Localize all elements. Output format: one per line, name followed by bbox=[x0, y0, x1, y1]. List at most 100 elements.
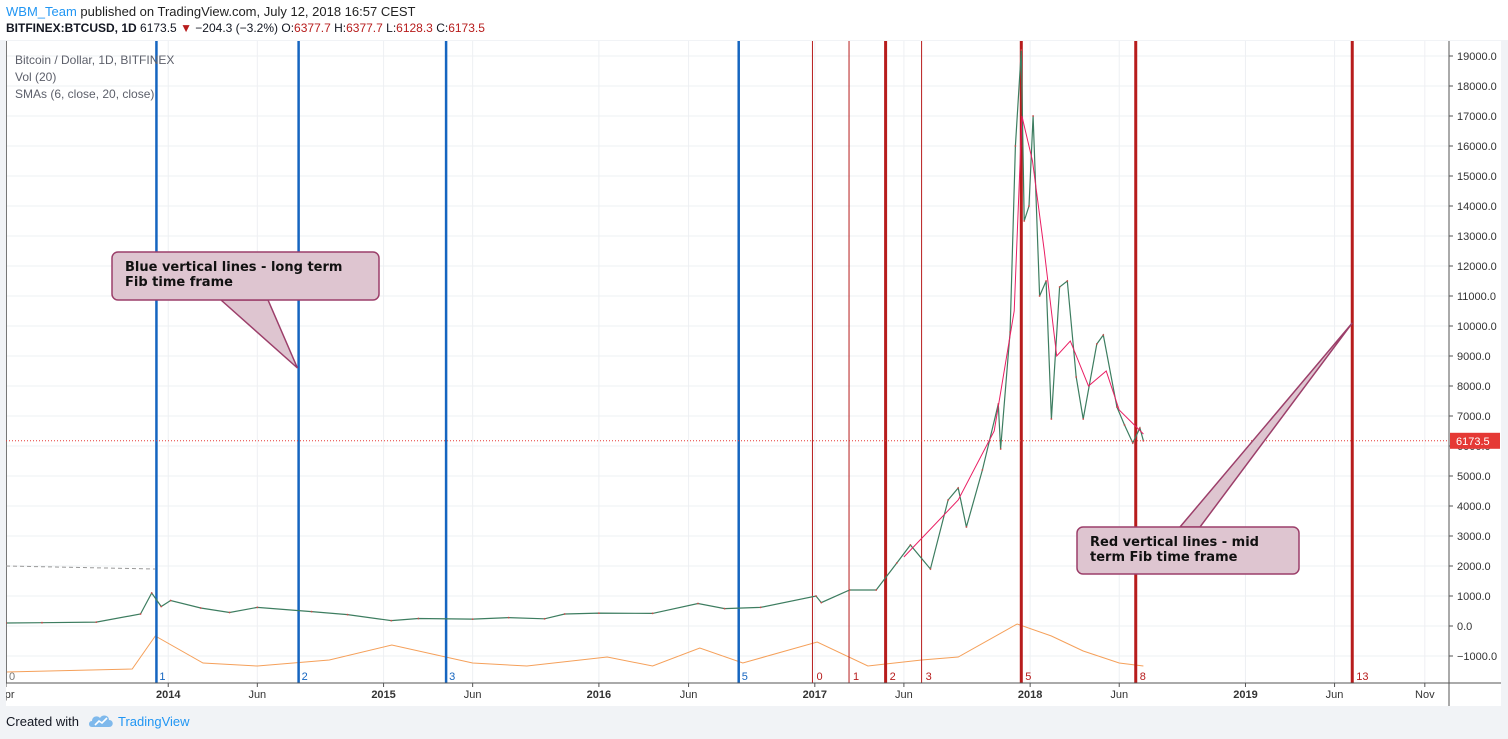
high-label: H: bbox=[334, 21, 347, 35]
current-price-badge bbox=[1450, 432, 1500, 449]
x-tick-label: 2019 bbox=[1233, 689, 1257, 701]
publish-line: WBM_Team published on TradingView.com, J… bbox=[6, 4, 416, 19]
y-tick-label: 11000.0 bbox=[1457, 291, 1496, 303]
red-fib-label-3: 3 bbox=[926, 671, 932, 683]
price-point bbox=[1123, 424, 1126, 426]
blue-note-text-0: Blue vertical lines - long term bbox=[125, 260, 342, 275]
price-point bbox=[1058, 286, 1061, 288]
last-price: 6173.5 bbox=[140, 21, 177, 35]
price-point bbox=[697, 602, 699, 605]
red-note-pointer bbox=[1178, 322, 1353, 528]
dashed-trend-line bbox=[6, 565, 156, 570]
price-point bbox=[947, 499, 950, 501]
x-tick-label: Apr bbox=[6, 689, 15, 701]
created-with-text: Created with bbox=[6, 714, 79, 729]
price-point bbox=[346, 613, 349, 616]
price-point bbox=[1050, 418, 1053, 420]
close-value: 6173.5 bbox=[448, 21, 485, 35]
y-tick-label: 1000.0 bbox=[1457, 591, 1491, 603]
x-tick-label: 2015 bbox=[371, 689, 395, 701]
chart-frame[interactable]: 0 1 2 3 5 0 1 2 3 5 8 13 Blue vertical lines - long… bbox=[6, 41, 1501, 706]
price-point bbox=[228, 611, 231, 614]
blue-note-box bbox=[111, 251, 380, 301]
y-tick-label: 15000.0 bbox=[1457, 171, 1497, 183]
blue-note-text-1: Fib time frame bbox=[125, 275, 233, 290]
price-chart[interactable]: 0 1 2 3 5 0 1 2 3 5 8 13 Blue vertical lines - long… bbox=[6, 41, 1501, 706]
open-label: O: bbox=[281, 21, 295, 35]
price-point bbox=[1020, 49, 1023, 51]
low-label: L: bbox=[386, 21, 397, 35]
price-point bbox=[981, 469, 984, 471]
price-point bbox=[1032, 115, 1034, 117]
low-value: 6128.3 bbox=[396, 21, 433, 35]
price-point bbox=[1028, 205, 1030, 207]
down-arrow-icon: ▼ bbox=[180, 21, 192, 35]
blue-fib-label-5: 5 bbox=[742, 671, 748, 683]
y-tick-label: 10000.0 bbox=[1457, 321, 1497, 333]
price-point bbox=[815, 595, 817, 597]
x-tick-label: 2014 bbox=[156, 689, 181, 701]
x-tick-label: 2018 bbox=[1018, 689, 1042, 701]
y-tick-label: 18000.0 bbox=[1457, 81, 1497, 93]
red-note-text-0: Red vertical lines - mid bbox=[1090, 535, 1259, 550]
high-value: 6377.7 bbox=[346, 21, 383, 35]
price-point bbox=[169, 599, 172, 602]
price-point bbox=[1023, 220, 1026, 222]
y-axis-panel bbox=[1449, 41, 1501, 706]
open-value: 6377.7 bbox=[294, 21, 331, 35]
price-point bbox=[199, 607, 202, 609]
price-point bbox=[957, 487, 960, 489]
red-fib-label-13: 13 bbox=[1356, 671, 1368, 683]
price-point bbox=[909, 544, 912, 546]
red-fib-label-2: 2 bbox=[890, 671, 896, 683]
price-point bbox=[1115, 406, 1118, 408]
price-point bbox=[965, 526, 968, 528]
price-point bbox=[1014, 145, 1017, 147]
tradingview-link[interactable]: TradingView bbox=[118, 714, 190, 729]
price-point bbox=[1131, 442, 1134, 444]
price-point bbox=[139, 613, 142, 615]
price-point bbox=[759, 606, 762, 609]
price-point bbox=[820, 601, 823, 604]
price-point bbox=[95, 621, 98, 623]
price-point bbox=[417, 617, 420, 620]
price-point bbox=[310, 610, 313, 613]
blue-fib-label-1: 1 bbox=[159, 671, 165, 683]
y-tick-label: 19000.0 bbox=[1457, 51, 1497, 63]
y-tick-label: 3000.0 bbox=[1457, 531, 1491, 543]
price-point bbox=[256, 606, 259, 609]
x-tick-label: Jun bbox=[464, 689, 482, 701]
y-tick-label: 14000.0 bbox=[1457, 201, 1497, 213]
price-point bbox=[41, 621, 43, 624]
price-point bbox=[723, 607, 726, 610]
blue-fib-label-3: 3 bbox=[449, 671, 455, 683]
price-point bbox=[150, 592, 153, 594]
price-point bbox=[1102, 334, 1105, 336]
red-note-box bbox=[1076, 526, 1300, 575]
x-tick-label: Jun bbox=[895, 689, 913, 701]
price-point bbox=[471, 618, 474, 620]
blue-fib-label-0: 0 bbox=[9, 671, 15, 683]
legend-smas: SMAs (6, close, 20, close) bbox=[15, 87, 155, 101]
red-fib-label-5: 5 bbox=[1025, 671, 1031, 683]
y-tick-label: 9000.0 bbox=[1457, 351, 1491, 363]
price-point bbox=[6, 622, 7, 624]
price-point bbox=[1095, 343, 1098, 345]
sma-line bbox=[903, 115, 1144, 558]
price-line bbox=[6, 49, 1144, 624]
price-point bbox=[563, 613, 566, 615]
y-tick-label: −1000.0 bbox=[1457, 651, 1497, 663]
author-link[interactable]: WBM_Team bbox=[6, 4, 77, 19]
legend-vol: Vol (20) bbox=[15, 70, 57, 84]
y-tick-label: 12000.0 bbox=[1457, 261, 1497, 273]
price-point bbox=[1138, 427, 1141, 429]
y-tick-label: 8000.0 bbox=[1457, 381, 1491, 393]
header-bar: WBM_Team published on TradingView.com, J… bbox=[0, 0, 1508, 40]
volume-sma-line bbox=[6, 623, 1144, 673]
tradingview-cloud-icon[interactable] bbox=[88, 712, 114, 730]
price-change: −204.3 (−3.2%) bbox=[195, 21, 279, 35]
price-point bbox=[848, 589, 851, 591]
red-fib-label-8: 8 bbox=[1140, 671, 1146, 683]
x-tick-label: 2016 bbox=[587, 689, 611, 701]
y-tick-label: 13000.0 bbox=[1457, 231, 1497, 243]
